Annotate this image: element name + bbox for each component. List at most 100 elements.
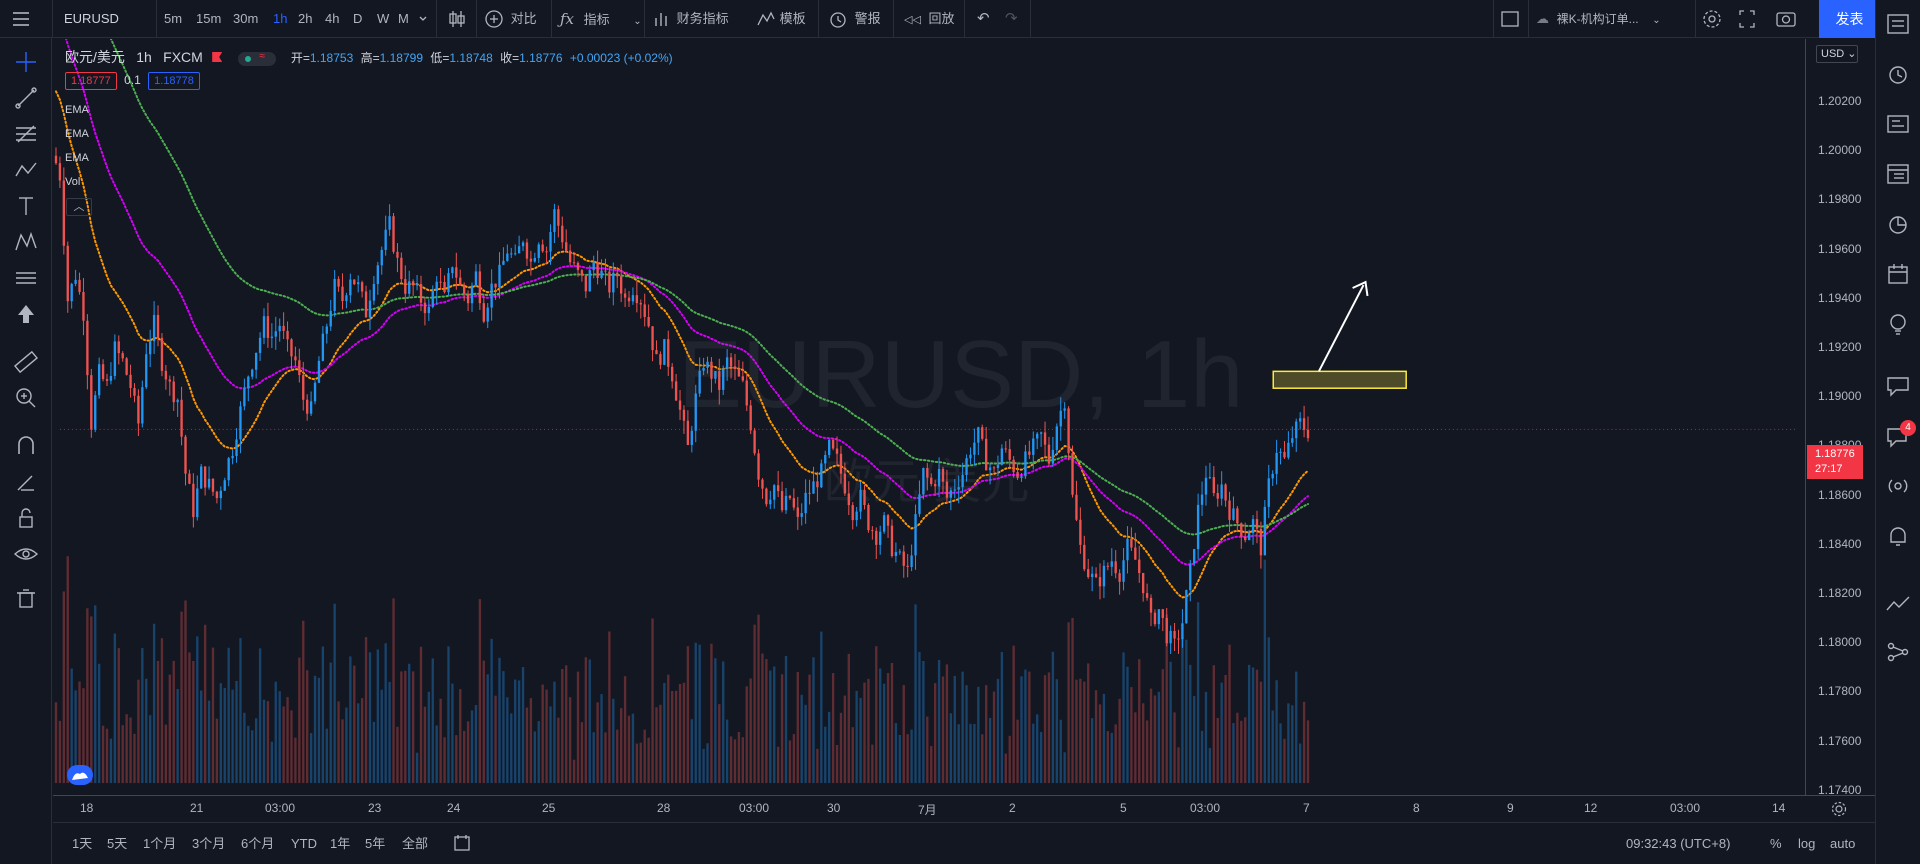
- currency-select[interactable]: USD ⌄: [1816, 45, 1858, 63]
- range-button[interactable]: 3个月: [192, 836, 226, 851]
- indicator-label-ema-2[interactable]: EMA: [65, 128, 89, 140]
- indicator-label-vol[interactable]: Vol: [65, 176, 81, 188]
- compare-button[interactable]: 对比: [484, 0, 537, 38]
- interval-1h[interactable]: 1h: [273, 11, 288, 26]
- trend-widget-icon[interactable]: [1884, 590, 1912, 618]
- arrow-up-icon[interactable]: [12, 300, 40, 328]
- indicator-label-ema-3[interactable]: EMA: [65, 152, 89, 164]
- range-button[interactable]: 5年: [365, 836, 386, 851]
- tradingview-logo-icon[interactable]: [67, 765, 93, 785]
- ideas-bulb-icon[interactable]: [1884, 310, 1912, 338]
- layout-select-icon[interactable]: [1500, 0, 1520, 38]
- replay-button[interactable]: ◁◁ 回放: [904, 11, 955, 26]
- volume-bar: [769, 670, 772, 784]
- trend-line-icon[interactable]: [12, 84, 40, 112]
- interval-D[interactable]: D: [353, 11, 363, 26]
- interval-2h[interactable]: 2h: [298, 11, 313, 26]
- news-icon[interactable]: [1884, 110, 1912, 138]
- volume-bar: [243, 712, 246, 784]
- interval-4h[interactable]: 4h: [325, 11, 340, 26]
- chat-icon[interactable]: [1884, 372, 1912, 400]
- ruler-icon[interactable]: [12, 348, 40, 376]
- volume-bar: [808, 674, 811, 784]
- indicator-label-ema-1[interactable]: EMA: [65, 104, 89, 116]
- clock-display[interactable]: 09:32:43 (UTC+8): [1626, 836, 1731, 851]
- range-button[interactable]: 1年: [330, 836, 351, 851]
- volume-bar: [957, 724, 960, 784]
- range-button[interactable]: 1天: [72, 836, 93, 851]
- pencil-lock-icon[interactable]: [12, 468, 40, 496]
- interval-15m[interactable]: 15m: [196, 11, 222, 26]
- volume-bar: [596, 702, 599, 784]
- streams-icon[interactable]: [1884, 472, 1912, 500]
- interval-5m[interactable]: 5m: [164, 11, 183, 26]
- volume-bar: [867, 678, 870, 784]
- candle-body: [568, 250, 572, 263]
- log-toggle[interactable]: log: [1798, 836, 1816, 851]
- camera-icon[interactable]: [1775, 0, 1797, 38]
- crosshair-icon[interactable]: [12, 48, 40, 76]
- candle-body: [1236, 508, 1239, 524]
- range-button[interactable]: 6个月: [241, 836, 275, 851]
- prediction-icon[interactable]: [12, 264, 40, 292]
- network-icon[interactable]: [1884, 638, 1912, 666]
- settings-gear-icon[interactable]: [1701, 0, 1723, 38]
- range-button[interactable]: 5天: [107, 836, 128, 851]
- buy-price[interactable]: 1.18778: [148, 72, 200, 90]
- volume-bar: [423, 706, 427, 784]
- volume-bar: [761, 653, 764, 784]
- bell-icon[interactable]: [1884, 522, 1912, 550]
- layout-name[interactable]: ☁ 裸K-机构订单... ⌄: [1536, 11, 1661, 26]
- data-window-icon[interactable]: [1884, 160, 1912, 188]
- collapse-legend-button[interactable]: ︿: [66, 198, 92, 216]
- interval-30m[interactable]: 30m: [233, 11, 259, 26]
- publish-button[interactable]: 发表: [1819, 0, 1880, 38]
- time-axis[interactable]: 18 21 03:00 23 24 25 28 03:00 30 7月 2 5 03:00 7 8 9 12 03…: [53, 795, 1875, 821]
- candle-body: [780, 491, 784, 511]
- templates-button[interactable]: 模板: [756, 0, 806, 38]
- menu-icon[interactable]: [10, 0, 42, 38]
- price-chart[interactable]: [53, 39, 1805, 789]
- zoom-in-icon[interactable]: [12, 384, 40, 412]
- auto-toggle[interactable]: auto: [1830, 836, 1856, 851]
- sell-price[interactable]: 1.18777: [65, 72, 117, 90]
- range-button[interactable]: YTD: [291, 836, 317, 851]
- candle-body: [137, 395, 140, 424]
- indicators-button[interactable]: ƒx 指标 ⌄: [560, 10, 642, 28]
- magnet-icon[interactable]: [12, 432, 40, 460]
- undo-icon[interactable]: ↶: [977, 10, 990, 27]
- candle-body: [1008, 449, 1011, 460]
- text-tool-icon[interactable]: [12, 192, 40, 220]
- alarm-icon[interactable]: [1884, 60, 1912, 88]
- redo-icon[interactable]: ↷: [1005, 10, 1018, 27]
- fullscreen-icon[interactable]: [1737, 0, 1757, 38]
- fib-retracement-icon[interactable]: [12, 120, 40, 148]
- symbol-search[interactable]: EURUSD: [64, 11, 119, 26]
- trash-icon[interactable]: [12, 584, 40, 612]
- candle-body: [313, 382, 317, 402]
- interval-M[interactable]: M: [398, 11, 409, 26]
- volume-bar: [1220, 682, 1223, 784]
- interval-dropdown-icon[interactable]: [418, 0, 428, 38]
- hotlist-icon[interactable]: [1884, 210, 1912, 238]
- range-button[interactable]: 全部: [402, 836, 429, 851]
- percent-toggle[interactable]: %: [1770, 836, 1782, 851]
- range-button[interactable]: 1个月: [143, 836, 177, 851]
- eye-icon[interactable]: [12, 540, 40, 568]
- chart-settings-gear-icon[interactable]: [1830, 800, 1848, 818]
- lock-icon[interactable]: [12, 504, 40, 532]
- price-axis[interactable]: USD ⌄ 1.20200 1.20000 1.19800 1.19600 1.1940…: [1805, 39, 1875, 797]
- xabcd-pattern-icon[interactable]: [12, 228, 40, 256]
- pattern-icon[interactable]: [12, 156, 40, 184]
- candle-body: [270, 336, 274, 338]
- candle-body: [839, 453, 843, 474]
- financials-button[interactable]: 财务指标: [653, 0, 729, 38]
- calendar-icon[interactable]: [1884, 260, 1912, 288]
- candle-body: [439, 281, 442, 283]
- interval-W[interactable]: W: [377, 11, 390, 26]
- watchlist-icon[interactable]: [1884, 10, 1912, 38]
- date-range-icon[interactable]: [453, 823, 471, 864]
- candle-type-icon[interactable]: [447, 0, 467, 38]
- alert-button[interactable]: 警报: [828, 0, 881, 38]
- volume-bar: [313, 675, 317, 784]
